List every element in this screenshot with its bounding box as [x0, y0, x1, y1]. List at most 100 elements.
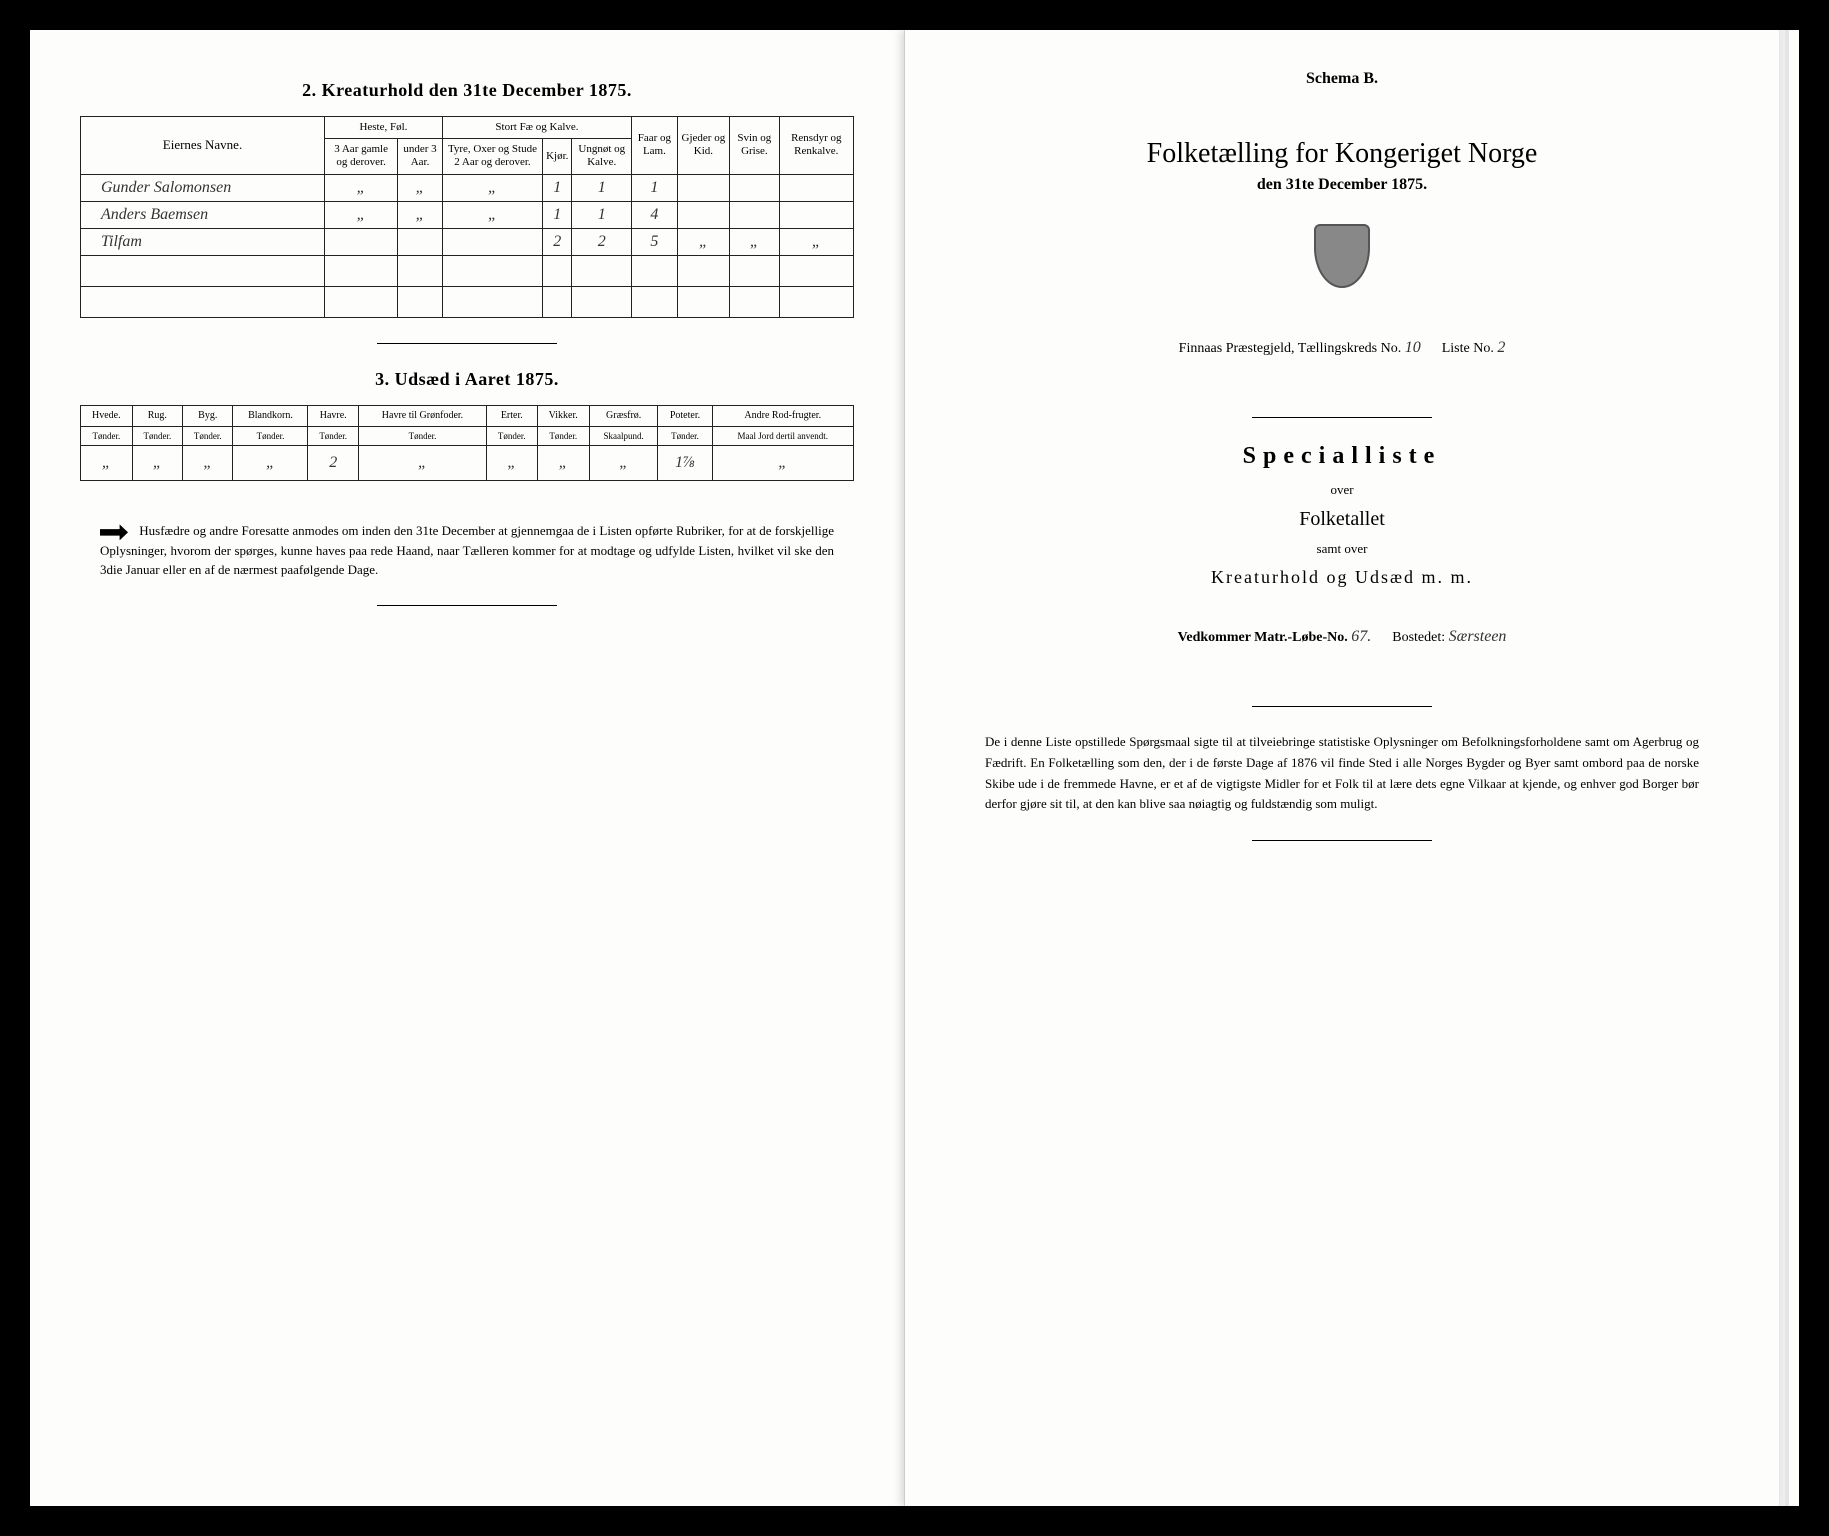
section2-title: 2. Kreaturhold den 31te December 1875. — [80, 80, 854, 101]
th-heste-a: 3 Aar gamle og derover. — [325, 139, 398, 174]
th-heste-b: under 3 Aar. — [398, 139, 443, 174]
th: Byg. — [183, 405, 233, 426]
cell — [81, 255, 325, 286]
cell: 2 — [543, 228, 572, 255]
cell — [398, 255, 443, 286]
table-row: Gunder Salomonsen„„„111 — [81, 174, 854, 201]
cell: „ — [779, 228, 853, 255]
scan-area: 2. Kreaturhold den 31te December 1875. E… — [30, 30, 1799, 1506]
cell: „ — [81, 446, 133, 481]
divider-bottom — [377, 605, 557, 606]
cell — [677, 201, 729, 228]
cell: „ — [358, 446, 486, 481]
cell — [677, 174, 729, 201]
cell: „ — [398, 174, 443, 201]
cell — [779, 174, 853, 201]
th: Blandkorn. — [233, 405, 308, 426]
th-sub: Tønder. — [358, 426, 486, 446]
cell: 4 — [632, 201, 678, 228]
cell: Gunder Salomonsen — [81, 174, 325, 201]
bostedet-label: Bostedet: — [1392, 630, 1445, 645]
divider-r3 — [1252, 840, 1432, 841]
specialliste: Specialliste — [955, 443, 1729, 470]
cell: 1 — [543, 174, 572, 201]
cell: 2 — [308, 446, 358, 481]
cell: „ — [537, 446, 589, 481]
cell: 2 — [572, 228, 632, 255]
cell — [325, 255, 398, 286]
cell: 1 — [632, 174, 678, 201]
cell — [442, 286, 542, 317]
cell: „ — [233, 446, 308, 481]
th: Havre. — [308, 405, 358, 426]
cell: „ — [442, 201, 542, 228]
th: Rug. — [132, 405, 182, 426]
vedkommer-label: Vedkommer Matr.-Løbe-No. — [1178, 630, 1348, 645]
cell: 1 — [543, 201, 572, 228]
cell — [572, 286, 632, 317]
th-sub: Maal Jord dertil anvendt. — [712, 426, 853, 446]
footnote-text: Husfædre og andre Foresatte anmodes om i… — [100, 523, 834, 577]
meta-kreds: 10 — [1405, 339, 1421, 356]
th: Havre til Grønfoder. — [358, 405, 486, 426]
over-1: over — [955, 482, 1729, 498]
cell — [730, 201, 779, 228]
folketallet: Folketallet — [955, 508, 1729, 531]
cell: „ — [712, 446, 853, 481]
cell: „ — [487, 446, 537, 481]
th-heste: Heste, Føl. — [325, 117, 443, 139]
cell: 1 — [572, 174, 632, 201]
cell: „ — [398, 201, 443, 228]
th: Hvede. — [81, 405, 133, 426]
schema-label: Schema B. — [955, 70, 1729, 88]
th-svin: Svin og Grise. — [730, 117, 779, 175]
th-sub: Tønder. — [487, 426, 537, 446]
cell — [779, 201, 853, 228]
cell: „ — [442, 174, 542, 201]
th-sub: Tønder. — [183, 426, 233, 446]
cell — [442, 255, 542, 286]
cell — [442, 228, 542, 255]
table-row — [81, 286, 854, 317]
cell: „ — [183, 446, 233, 481]
cell: „ — [589, 446, 658, 481]
kreatur: Kreaturhold og Udsæd m. m. — [955, 567, 1729, 588]
divider-r1 — [1252, 417, 1432, 418]
section3-title: 3. Udsæd i Aaret 1875. — [80, 369, 854, 390]
meta-liste-label: Liste No. — [1442, 341, 1494, 356]
meta-prefix: Finnaas Præstegjeld, Tællingskreds No. — [1179, 341, 1402, 356]
cell — [81, 286, 325, 317]
cell — [572, 255, 632, 286]
th-faar: Faar og Lam. — [632, 117, 678, 175]
th-name: Eiernes Navne. — [81, 117, 325, 175]
cell: 5 — [632, 228, 678, 255]
cell — [632, 255, 678, 286]
th-sub: Tønder. — [537, 426, 589, 446]
th-sub: Skaalpund. — [589, 426, 658, 446]
th: Poteter. — [658, 405, 712, 426]
cell: Tilfam — [81, 228, 325, 255]
th-stort-b: Kjør. — [543, 139, 572, 174]
cell — [730, 255, 779, 286]
th-sub: Tønder. — [81, 426, 133, 446]
th-stort-c: Ungnøt og Kalve. — [572, 139, 632, 174]
left-footnote: Husfædre og andre Foresatte anmodes om i… — [80, 521, 854, 580]
bostedet: Særsteen — [1449, 628, 1507, 645]
cell — [398, 286, 443, 317]
cell: „ — [325, 201, 398, 228]
cell — [543, 286, 572, 317]
vedkommer-line: Vedkommer Matr.-Løbe-No. 67. Bostedet: S… — [955, 628, 1729, 646]
cell: „ — [132, 446, 182, 481]
cell — [677, 286, 729, 317]
pointer-icon — [100, 524, 128, 540]
cell — [325, 228, 398, 255]
left-page: 2. Kreaturhold den 31te December 1875. E… — [30, 30, 904, 1506]
right-footnote: De i denne Liste opstillede Spørgsmaal s… — [955, 732, 1729, 815]
meta-liste: 2 — [1497, 339, 1505, 356]
cell: „ — [677, 228, 729, 255]
cell: „ — [730, 228, 779, 255]
th: Erter. — [487, 405, 537, 426]
cell — [398, 228, 443, 255]
sub-date: den 31te December 1875. — [955, 176, 1729, 194]
table-kreaturhold: Eiernes Navne. Heste, Føl. Stort Fæ og K… — [80, 116, 854, 318]
